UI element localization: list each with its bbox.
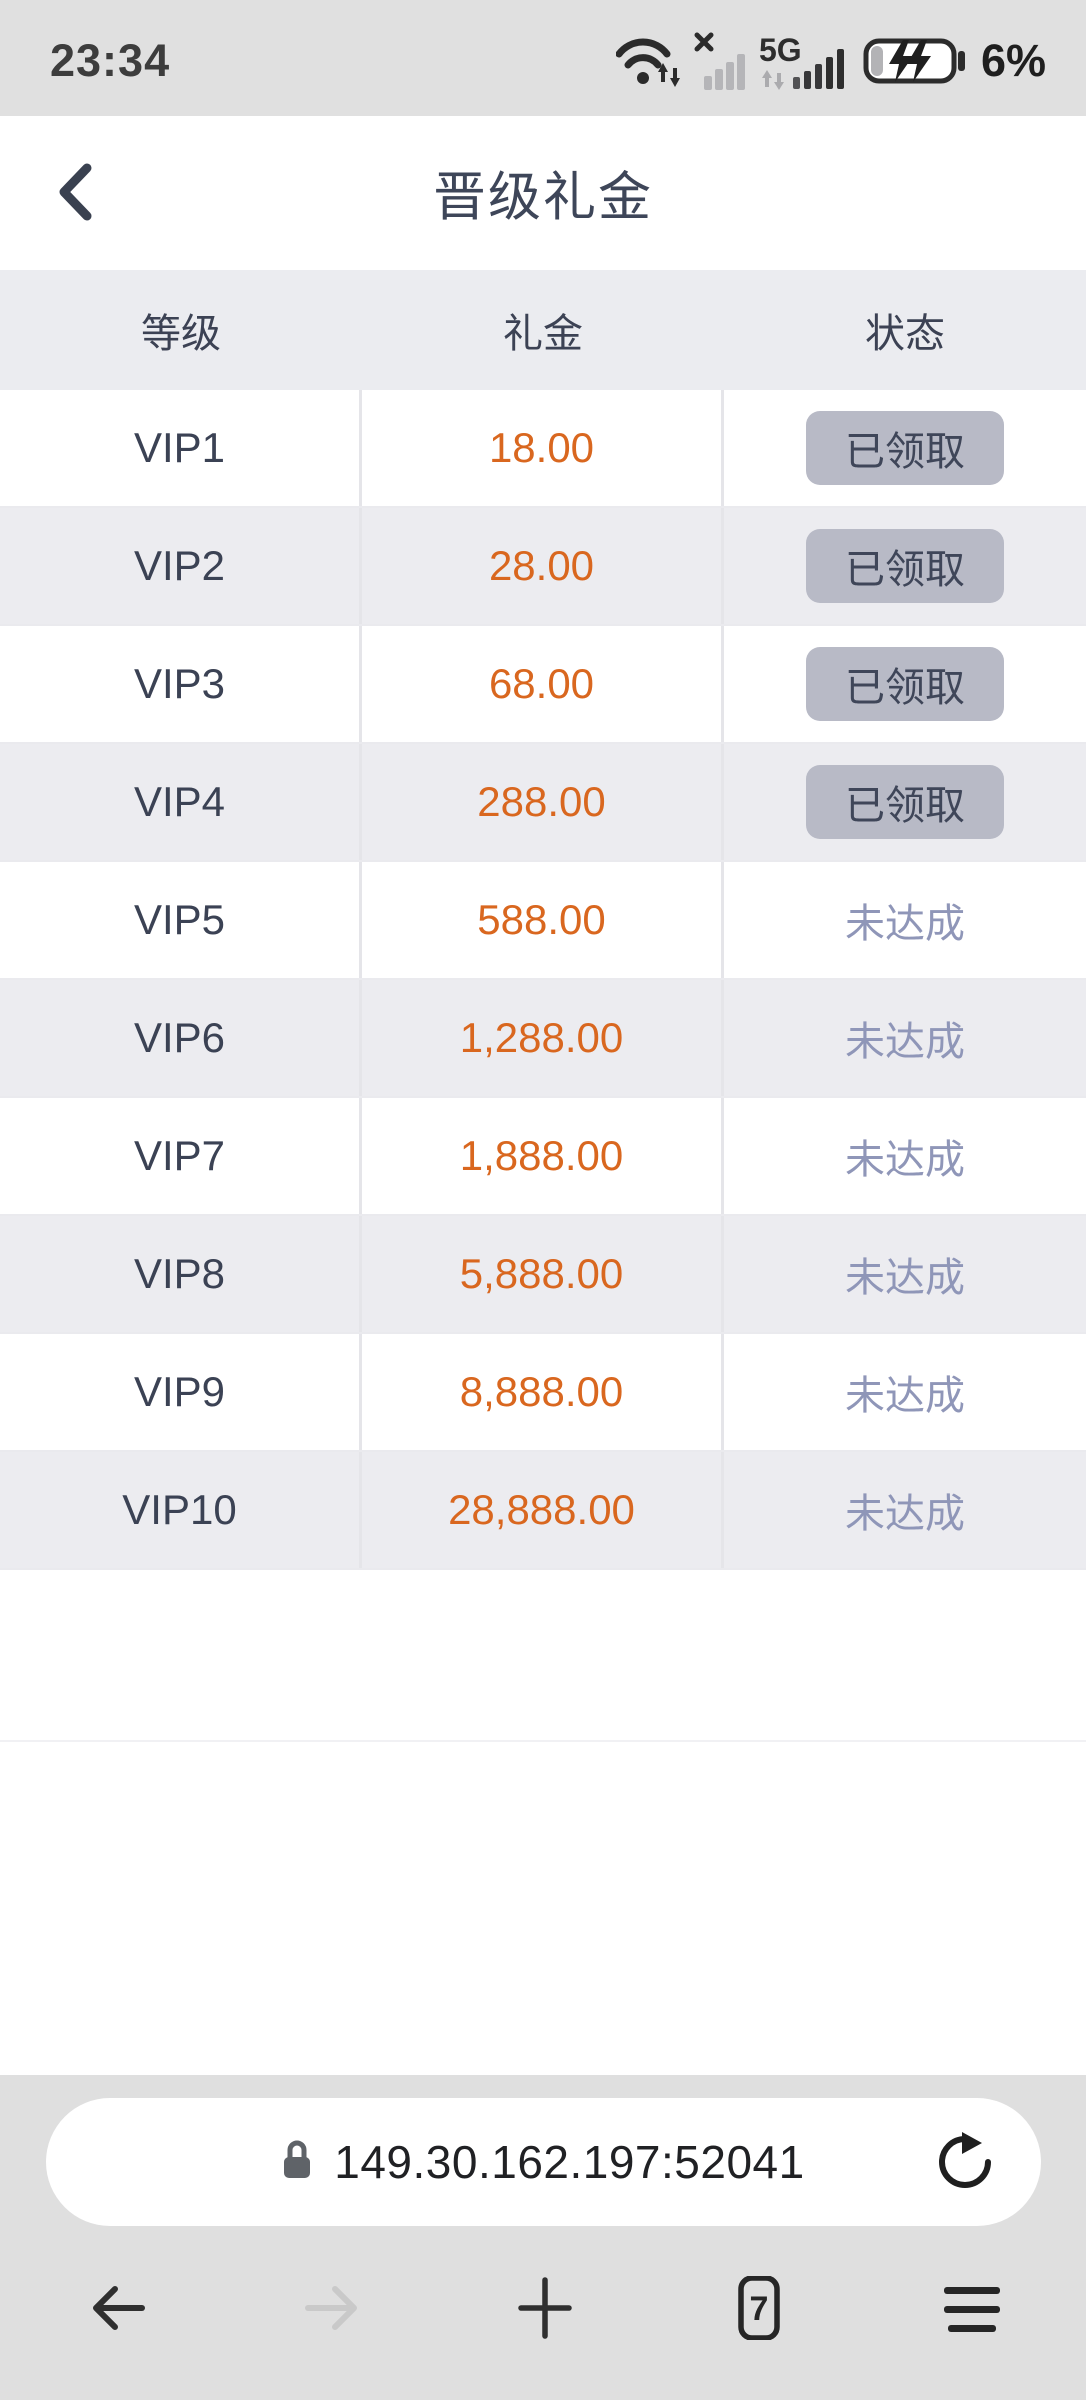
level-cell: VIP10 xyxy=(0,1452,362,1568)
status-cell: 未达成 xyxy=(724,1334,1086,1450)
nav-back-button[interactable] xyxy=(86,2276,150,2340)
amount-cell: 18.00 xyxy=(362,390,724,506)
level-cell: VIP5 xyxy=(0,862,362,978)
nav-forward-button[interactable] xyxy=(300,2276,364,2340)
column-header-status: 状态 xyxy=(865,312,945,356)
refresh-button[interactable] xyxy=(935,2132,995,2192)
arrow-left-icon xyxy=(86,2276,150,2340)
wifi-icon xyxy=(615,35,682,87)
status-cell: 未达成 xyxy=(724,1452,1086,1568)
column-header-amount: 礼金 xyxy=(503,312,583,356)
table-row: VIP10 28,888.00 未达成 xyxy=(0,1452,1086,1570)
tab-switcher-button[interactable]: 7 xyxy=(727,2276,791,2340)
status-cell: 未达成 xyxy=(724,1216,1086,1332)
signal-5g-icon: 5G xyxy=(759,31,851,91)
tab-count-icon: 7 xyxy=(727,2276,791,2340)
status-cell: 已领取 xyxy=(724,390,1086,506)
status-bar: 23:34 xyxy=(0,0,1086,116)
status-icons: 5G xyxy=(615,31,1046,91)
table-row: VIP1 18.00 已领取 xyxy=(0,390,1086,508)
table-row: VIP4 288.00 已领取 xyxy=(0,744,1086,862)
sim1-no-signal-icon xyxy=(694,32,747,90)
claimed-status-button[interactable]: 已领取 xyxy=(806,411,1004,485)
menu-button[interactable] xyxy=(940,2276,1004,2340)
claimed-status-button[interactable]: 已领取 xyxy=(806,529,1004,603)
level-cell: VIP3 xyxy=(0,626,362,742)
level-cell: VIP4 xyxy=(0,744,362,860)
tab-count-label: 7 xyxy=(749,2290,768,2328)
status-cell: 未达成 xyxy=(724,980,1086,1096)
battery-percent-label: 6% xyxy=(980,35,1046,86)
amount-cell: 1,888.00 xyxy=(362,1098,724,1214)
app-header: 晋级礼金 xyxy=(0,116,1086,270)
pending-status-label: 未达成 xyxy=(845,1020,965,1064)
table-row: VIP3 68.00 已领取 xyxy=(0,626,1086,744)
level-cell: VIP1 xyxy=(0,390,362,506)
pending-status-label: 未达成 xyxy=(845,1374,965,1418)
status-cell: 已领取 xyxy=(724,744,1086,860)
amount-cell: 8,888.00 xyxy=(362,1334,724,1450)
amount-cell: 28,888.00 xyxy=(362,1452,724,1568)
status-cell: 未达成 xyxy=(724,1098,1086,1214)
lock-icon xyxy=(281,2139,312,2185)
plus-icon xyxy=(513,2276,577,2340)
amount-cell: 1,288.00 xyxy=(362,980,724,1096)
level-cell: VIP6 xyxy=(0,980,362,1096)
amount-cell: 288.00 xyxy=(362,744,724,860)
clock: 23:34 xyxy=(50,35,171,86)
pending-status-label: 未达成 xyxy=(845,1256,965,1300)
pending-status-label: 未达成 xyxy=(845,1492,965,1536)
amount-cell: 68.00 xyxy=(362,626,724,742)
vip-gift-table: 等级 礼金 状态 VIP1 18.00 已领取 VIP2 28.00 已领取 V… xyxy=(0,270,1086,1570)
url-bar[interactable]: 149.30.162.197:52041 xyxy=(45,2098,1041,2226)
page-title: 晋级礼金 xyxy=(433,168,653,227)
refresh-icon xyxy=(935,2132,995,2195)
status-cell: 已领取 xyxy=(724,508,1086,624)
level-cell: VIP2 xyxy=(0,508,362,624)
battery-charging-icon xyxy=(863,35,967,87)
level-cell: VIP7 xyxy=(0,1098,362,1214)
claimed-status-button[interactable]: 已领取 xyxy=(806,647,1004,721)
table-body: VIP1 18.00 已领取 VIP2 28.00 已领取 VIP3 68.00… xyxy=(0,390,1086,1570)
chevron-left-icon xyxy=(55,163,97,226)
status-cell: 已领取 xyxy=(724,626,1086,742)
table-row: VIP6 1,288.00 未达成 xyxy=(0,980,1086,1098)
table-row: VIP7 1,888.00 未达成 xyxy=(0,1098,1086,1216)
level-cell: VIP8 xyxy=(0,1216,362,1332)
table-row: VIP9 8,888.00 未达成 xyxy=(0,1334,1086,1452)
status-cell: 未达成 xyxy=(724,862,1086,978)
column-header-level: 等级 xyxy=(141,312,221,356)
browser-nav-bar: 7 xyxy=(0,2276,1086,2340)
browser-bottom-bar: 149.30.162.197:52041 xyxy=(0,2075,1086,2400)
table-row: VIP8 5,888.00 未达成 xyxy=(0,1216,1086,1334)
table-header-row: 等级 礼金 状态 xyxy=(0,270,1086,390)
back-button[interactable] xyxy=(52,161,100,225)
level-cell: VIP9 xyxy=(0,1334,362,1450)
table-row: VIP2 28.00 已领取 xyxy=(0,508,1086,626)
arrow-right-icon xyxy=(300,2276,364,2340)
claimed-status-button[interactable]: 已领取 xyxy=(806,765,1004,839)
page-content-end xyxy=(0,1570,1086,1742)
amount-cell: 5,888.00 xyxy=(362,1216,724,1332)
hamburger-menu-icon xyxy=(940,2276,1004,2340)
table-row: VIP5 588.00 未达成 xyxy=(0,862,1086,980)
network-type-label: 5G xyxy=(759,32,802,68)
amount-cell: 588.00 xyxy=(362,862,724,978)
pending-status-label: 未达成 xyxy=(845,1138,965,1182)
new-tab-button[interactable] xyxy=(513,2276,577,2340)
pending-status-label: 未达成 xyxy=(845,902,965,946)
url-text: 149.30.162.197:52041 xyxy=(334,2136,805,2188)
amount-cell: 28.00 xyxy=(362,508,724,624)
